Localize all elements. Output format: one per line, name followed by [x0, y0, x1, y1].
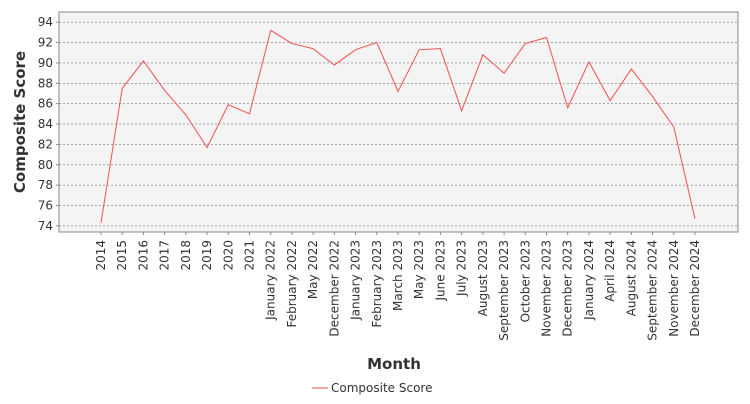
y-tick-label: 90 [38, 56, 53, 70]
y-tick-label: 84 [38, 117, 53, 131]
x-tick-label: August 2023 [476, 240, 490, 316]
y-tick-label: 88 [38, 76, 53, 90]
x-tick-label: February 2023 [370, 240, 384, 328]
x-tick-label: September 2023 [497, 240, 511, 341]
x-tick-label: January 2022 [264, 240, 278, 321]
x-tick-label: 2015 [115, 240, 129, 271]
x-tick-label: February 2022 [285, 240, 299, 328]
x-tick-label: November 2024 [667, 240, 681, 337]
x-tick-label: 2016 [136, 240, 150, 271]
x-tick-label: May 2023 [412, 240, 426, 299]
data-line [100, 29, 696, 223]
x-tick-label: October 2023 [518, 240, 532, 322]
y-tick-label: 82 [38, 137, 53, 151]
x-tick-label: August 2024 [624, 240, 638, 316]
y-tick-label: 76 [38, 199, 53, 213]
y-tick-label: 86 [38, 97, 53, 111]
x-tick-label: 2014 [94, 240, 108, 271]
y-axis-title: Composite Score [11, 51, 29, 193]
legend-label: Composite Score [331, 381, 432, 395]
x-tick-label: December 2023 [561, 240, 575, 337]
y-tick-label: 92 [38, 36, 53, 50]
x-axis-title: Month [367, 355, 421, 373]
x-tick-label: June 2023 [433, 240, 447, 302]
x-tick-label: April 2024 [603, 240, 617, 302]
x-tick-label: 2018 [179, 240, 193, 271]
y-tick-label: 80 [38, 158, 53, 172]
x-tick-label: January 2024 [582, 240, 596, 321]
x-tick-label: May 2022 [306, 240, 320, 299]
x-tick-label: 2019 [200, 240, 214, 271]
x-tick-label: March 2023 [391, 240, 405, 311]
x-tick-label: 2020 [221, 240, 235, 271]
x-tick-label: 2021 [243, 240, 257, 271]
plot-area [58, 11, 739, 233]
y-tick-label: 94 [38, 15, 53, 29]
x-tick-label: December 2024 [688, 240, 702, 337]
y-tick-label: 74 [38, 219, 53, 233]
x-tick-label: January 2023 [349, 240, 363, 321]
y-tick-label: 78 [38, 178, 53, 192]
x-tick-label: September 2024 [646, 240, 660, 341]
x-tick-label: 2017 [158, 240, 172, 271]
x-tick-label: November 2023 [540, 240, 554, 337]
x-tick-label: December 2022 [327, 240, 341, 337]
x-tick-label: July 2023 [455, 240, 469, 297]
